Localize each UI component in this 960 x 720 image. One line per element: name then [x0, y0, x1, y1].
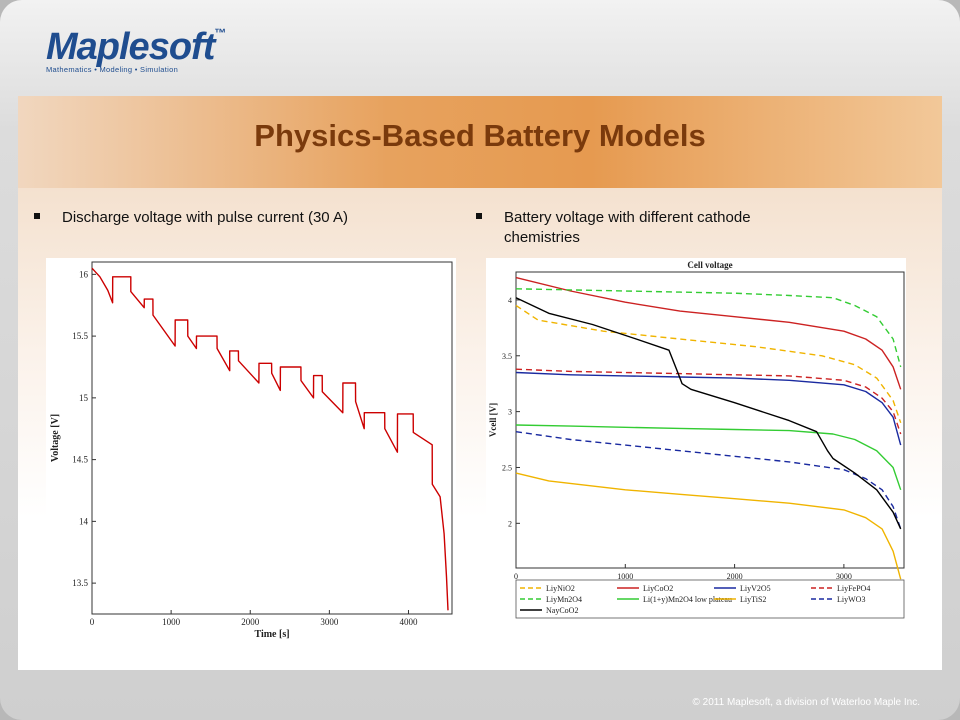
series-line-naycoo2 — [515, 297, 902, 530]
y-tick-label: 15 — [79, 393, 89, 403]
series-line-liyv2o5 — [515, 371, 902, 446]
x-tick-label: 0 — [90, 617, 95, 627]
y-tick-label: 16 — [79, 269, 89, 279]
series-line-liynio2 — [515, 304, 902, 424]
bullet-right: Battery voltage with different cathode c… — [476, 208, 751, 248]
bullet-right-text-1: Battery voltage with different cathode — [504, 209, 751, 226]
x-tick-label: 2000 — [241, 617, 260, 627]
y-tick-label: 3 — [508, 408, 512, 417]
copyright-footer: © 2011 Maplesoft, a division of Waterloo… — [692, 697, 920, 708]
x-tick-label: 1000 — [162, 617, 181, 627]
legend-label: LiyTiS2 — [740, 595, 766, 604]
logo-tagline: Mathematics • Modeling • Simulation — [46, 65, 179, 74]
y-tick-label: 3.5 — [502, 352, 512, 361]
title-banner — [18, 96, 942, 188]
bullet-right-text-2: chemistries — [504, 229, 580, 246]
legend-label: LiyV2O5 — [740, 584, 771, 593]
plot-frame — [515, 271, 905, 569]
legend-label: LiyFePO4 — [837, 584, 870, 593]
legend-label: NayCoO2 — [546, 606, 578, 615]
discharge-voltage-svg: 0 1000 2000 3000 4000 13.5 14 14.5 15 15.5 16 Time … — [50, 261, 453, 640]
legend-box — [515, 579, 905, 619]
x-tick-label: 4000 — [399, 617, 418, 627]
legend-label: LiyWO3 — [837, 595, 865, 604]
series-line-liyfepo4 — [515, 368, 902, 435]
x-tick-label: 3000 — [836, 572, 852, 581]
legend-label: LiyMn2O4 — [546, 595, 582, 604]
bullet-left-text: Discharge voltage with pulse current (30… — [62, 209, 348, 226]
y-tick-label: 2.5 — [502, 463, 512, 472]
series-line-liycoo2 — [515, 276, 902, 390]
y-tick-label: 13.5 — [72, 578, 88, 588]
series-line-liymn2o4 — [515, 288, 902, 368]
y-tick-label: 2 — [508, 519, 512, 528]
x-tick-label: 1000 — [617, 572, 633, 581]
legend-label: LiyCoO2 — [643, 584, 673, 593]
plot-frame — [91, 261, 453, 615]
slide-title: Physics-Based Battery Models — [254, 118, 706, 153]
discharge-voltage-chart: 0 1000 2000 3000 4000 13.5 14 14.5 15 15.5 16 Time … — [46, 258, 456, 640]
bullet-icon — [476, 213, 482, 220]
chart-title: Cell voltage — [687, 260, 732, 270]
x-tick-label: 3000 — [320, 617, 339, 627]
series-line-voltage — [91, 267, 449, 611]
y-tick-label: 15.5 — [72, 331, 88, 341]
bullet-icon — [34, 213, 40, 220]
legend-label: LiyNiO2 — [546, 584, 575, 593]
maplesoft-logo: Maplesoft™ Mathematics • Modeling • Simu… — [46, 26, 226, 74]
bullet-left: Discharge voltage with pulse current (30… — [34, 208, 348, 228]
y-tick-label: 4 — [508, 296, 512, 305]
y-tick-label: 14 — [79, 516, 89, 526]
x-axis-label: Time [s] — [254, 629, 289, 640]
y-axis-label: Voltage [V] — [50, 414, 61, 462]
logo-text: Maplesoft — [46, 26, 215, 68]
x-tick-label: 0 — [514, 572, 518, 581]
y-axis-label: Vcell [V] — [488, 403, 498, 437]
series-line-liytis2 — [515, 472, 902, 580]
legend-label: Li(1+y)Mn2O4 low plateau — [643, 595, 732, 604]
x-tick-label: 2000 — [727, 572, 743, 581]
logo-trademark: ™ — [214, 26, 226, 40]
series-line-li-1-y-mn2o4-low-plateau — [515, 424, 902, 491]
series-line-liywo3 — [515, 431, 902, 530]
y-tick-label: 14.5 — [72, 455, 88, 465]
